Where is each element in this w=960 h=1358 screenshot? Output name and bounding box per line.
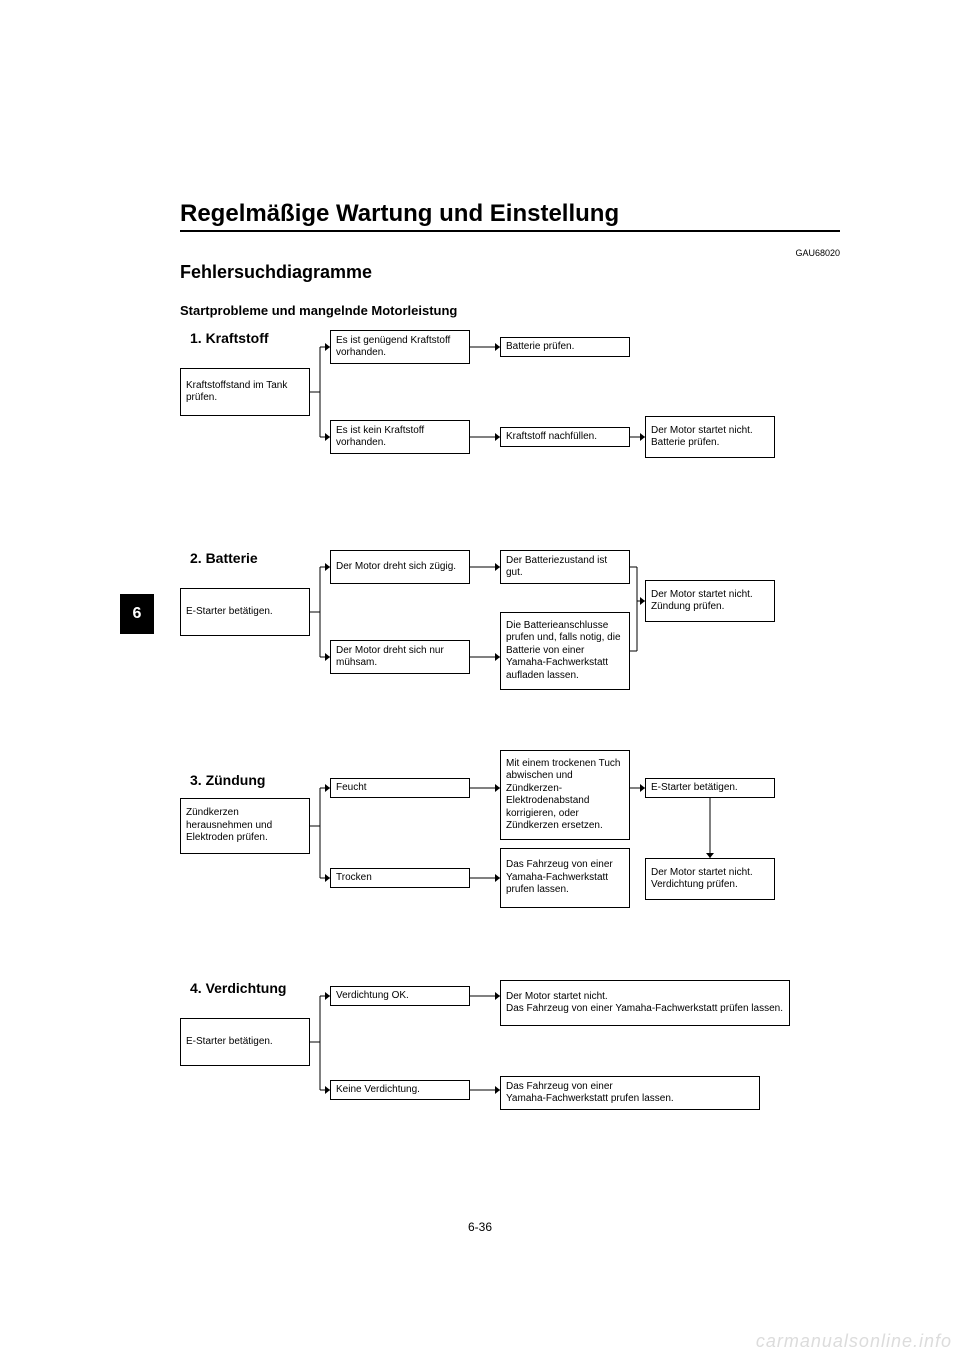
flow-box: E-Starter betätigen. xyxy=(645,778,775,798)
step-heading: 2. Batterie xyxy=(190,550,258,566)
flow-box: Kraftstoff nachfüllen. xyxy=(500,427,630,447)
chapter-title: Regelmäßige Wartung und Einstellung xyxy=(180,200,840,232)
flow-box: Batterie prüfen. xyxy=(500,337,630,357)
flow-section-s1: 1. Kraftstoff Kraftstoffstand im Tank prü… xyxy=(180,330,840,510)
flow-box: E-Starter betätigen. xyxy=(180,1018,310,1066)
flow-section-s2: 2. Batterie E-Starter betätigen. Der Motor… xyxy=(180,550,840,740)
flow-box: Das Fahrzeug von einerYamaha-Fachwerksta… xyxy=(500,1076,760,1110)
flow-box: Kraftstoffstand im Tank prüfen. xyxy=(180,368,310,416)
flow-box: Der Motor startet nicht.Batterie prüfen. xyxy=(645,416,775,458)
step-heading: 4. Verdichtung xyxy=(190,980,286,996)
section-title: Fehlersuchdiagramme xyxy=(180,262,840,283)
step-heading: 1. Kraftstoff xyxy=(190,330,269,346)
page-content: GAU68020 Regelmäßige Wartung und Einstel… xyxy=(180,200,840,1140)
flow-box: Der Batteriezustand ist gut. xyxy=(500,550,630,584)
flow-box: Der Motor dreht sich nur mühsam. xyxy=(330,640,470,674)
flow-box: Der Motor startet nicht.Das Fahrzeug von… xyxy=(500,980,790,1026)
flowchart: 1. Kraftstoff Kraftstoffstand im Tank prü… xyxy=(180,330,840,1140)
flow-box: Verdichtung OK. xyxy=(330,986,470,1006)
flow-section-s3: 3. Zündung Zündkerzen herausnehmen und El… xyxy=(180,750,840,960)
flow-box: Der Motor dreht sich zügig. xyxy=(330,550,470,584)
doc-code: GAU68020 xyxy=(795,248,840,258)
step-heading: 3. Zündung xyxy=(190,772,265,788)
flow-box: Mit einem trockenen Tuch abwischen und Z… xyxy=(500,750,630,840)
flow-box: Keine Verdichtung. xyxy=(330,1080,470,1100)
flow-box: Trocken xyxy=(330,868,470,888)
watermark: carmanualsonline.info xyxy=(756,1331,952,1352)
flow-box: Das Fahrzeug von einer Yamaha-Fachwerkst… xyxy=(500,848,630,908)
subsection-title: Startprobleme und mangelnde Motorleistun… xyxy=(180,303,840,318)
flow-box: Der Motor startet nicht.Verdichtung prüf… xyxy=(645,858,775,900)
flow-box: Es ist kein Kraftstoff vorhanden. xyxy=(330,420,470,454)
side-tab: 6 xyxy=(120,594,154,634)
page-number: 6-36 xyxy=(0,1220,960,1234)
flow-box: Feucht xyxy=(330,778,470,798)
flow-box: Zündkerzen herausnehmen und Elektroden p… xyxy=(180,798,310,854)
flow-box: E-Starter betätigen. xyxy=(180,588,310,636)
flow-box: Der Motor startet nicht.Zündung prüfen. xyxy=(645,580,775,622)
flow-box: Die Batterieanschlusse prufen und, falls… xyxy=(500,612,630,690)
flow-section-s4: 4. Verdichtung E-Starter betätigen. Verdic… xyxy=(180,980,840,1140)
flow-box: Es ist genügend Kraftstoff vorhanden. xyxy=(330,330,470,364)
